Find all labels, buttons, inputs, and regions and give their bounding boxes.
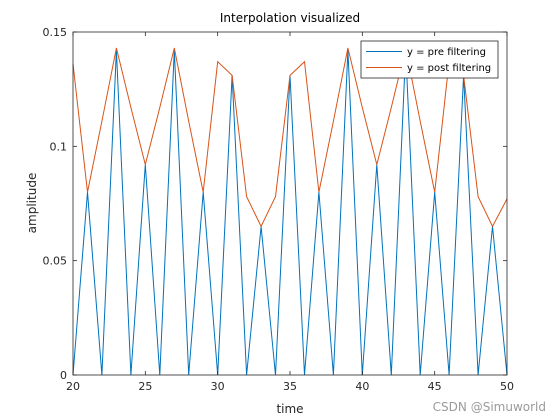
x-tick-label: 25 [138,380,152,393]
x-tick-label: 35 [283,380,297,393]
watermark: CSDN @Simuworld [432,400,546,414]
x-tick-label: 50 [500,380,514,393]
y-tick-label: 0.1 [50,140,68,153]
y-tick-label: 0.15 [43,26,68,39]
x-tick-label: 45 [428,380,442,393]
legend-label-pre: y = pre filtering [407,47,486,58]
x-axis-label: time [276,402,303,416]
legend: y = pre filtering y = post filtering [360,40,499,79]
plot-area [73,32,507,375]
legend-box [360,40,499,79]
series-line [72,47,508,228]
y-axis-label: amplitude [25,173,39,234]
y-tick-label: 0.05 [43,255,68,268]
y-tick-label: 0 [60,369,67,382]
series-2 [72,47,508,228]
chart-title: Interpolation visualized [220,11,360,25]
x-tick-label: 30 [211,380,225,393]
x-tick-label: 40 [355,380,369,393]
legend-label-post: y = post filtering [407,63,491,74]
x-tick-label: 20 [66,380,80,393]
